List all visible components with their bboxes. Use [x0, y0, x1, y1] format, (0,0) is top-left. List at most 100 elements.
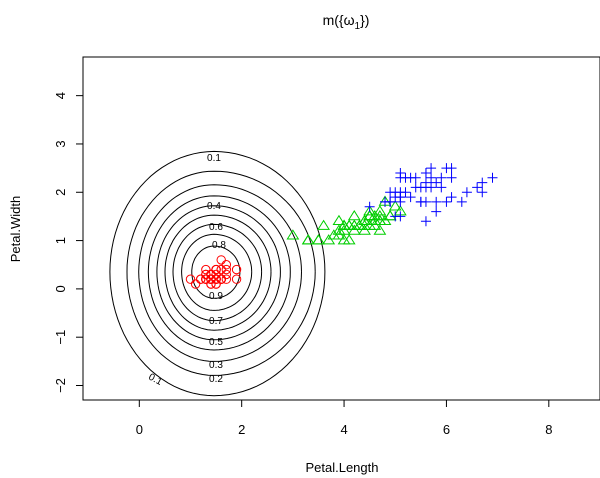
- y-axis: −2 −1 0 1 2 3 4: [53, 92, 84, 393]
- contour-line: [147, 195, 291, 351]
- point-triangle: [388, 200, 402, 211]
- point-plus: [415, 196, 426, 207]
- point-plus: [420, 167, 431, 178]
- chart-title: m({ω1}): [323, 12, 370, 32]
- point-triangle: [373, 209, 387, 221]
- contour-label: 0.1: [207, 153, 221, 164]
- point-triangle: [383, 209, 397, 221]
- point-plus: [436, 182, 447, 193]
- y-tick-label: 2: [53, 189, 68, 196]
- point-plus: [472, 182, 483, 193]
- contour-label: 0.4: [207, 201, 221, 212]
- point-triangle: [312, 234, 325, 245]
- point-circle: [185, 274, 196, 284]
- point-plus: [461, 187, 472, 198]
- point-circle: [190, 279, 201, 289]
- point-triangle: [317, 219, 330, 230]
- point-triangle: [347, 209, 361, 221]
- y-tick-label: 4: [53, 92, 68, 99]
- point-circle: [216, 255, 226, 265]
- contour-label: 0.3: [209, 360, 223, 371]
- point-plus: [477, 177, 488, 188]
- point-circle: [206, 274, 216, 284]
- point-plus: [426, 163, 437, 174]
- point-triangle: [301, 234, 315, 245]
- contour-label: 0.1: [146, 372, 164, 388]
- point-plus: [431, 206, 442, 217]
- point-circle: [201, 274, 211, 284]
- contour-label: 0.6: [209, 222, 223, 233]
- y-tick-label: −2: [53, 378, 68, 393]
- x-tick-label: 4: [340, 422, 347, 437]
- point-plus: [395, 211, 406, 222]
- point-circle: [221, 260, 232, 270]
- point-circle: [216, 274, 226, 284]
- x-axis: 0 2 4 6 8: [136, 399, 552, 437]
- contour-line: [109, 150, 326, 397]
- point-triangle: [363, 205, 377, 216]
- contour-line: [156, 205, 281, 341]
- contour-line: [191, 245, 241, 299]
- data-points: [185, 163, 498, 289]
- point-circle: [231, 274, 242, 284]
- contour-labels: 0.1 0.2 0.3 0.4 0.5 0.6 0.7 0.8 0.9 0.1: [146, 153, 226, 388]
- point-plus: [487, 172, 498, 183]
- x-axis-label: Petal.Length: [305, 460, 378, 475]
- point-plus: [446, 192, 457, 203]
- contour-line: [181, 233, 253, 311]
- point-triangle: [368, 214, 382, 226]
- point-triangle: [353, 219, 366, 230]
- point-plus: [456, 196, 467, 207]
- point-plus: [441, 196, 452, 207]
- contour-lines: [109, 150, 326, 397]
- contour-line: [164, 214, 272, 331]
- point-circle: [221, 264, 232, 275]
- point-plus: [420, 216, 431, 227]
- point-plus: [431, 196, 442, 207]
- point-plus: [436, 172, 447, 183]
- contour-label: 0.5: [209, 337, 223, 348]
- point-circle: [221, 269, 232, 280]
- point-circle: [216, 264, 226, 275]
- y-tick-label: 0: [53, 285, 68, 292]
- point-plus: [380, 196, 391, 207]
- contour-line: [126, 170, 316, 376]
- point-circle: [201, 269, 211, 280]
- point-plus: [446, 172, 457, 183]
- point-triangle: [286, 229, 300, 240]
- point-triangle: [373, 224, 387, 235]
- point-plus: [477, 187, 488, 198]
- point-triangle: [342, 234, 356, 245]
- contour-label: 0.7: [209, 316, 223, 327]
- y-tick-label: 3: [53, 140, 68, 147]
- point-plus: [446, 163, 457, 174]
- point-circle: [211, 264, 221, 275]
- x-tick-label: 6: [443, 422, 450, 437]
- contour-label: 0.2: [209, 374, 223, 385]
- point-plus: [410, 182, 421, 193]
- contour-label: 0.8: [212, 240, 226, 251]
- point-plus: [420, 177, 431, 188]
- point-circle: [211, 269, 221, 280]
- point-circle: [211, 279, 221, 289]
- point-triangle: [312, 234, 325, 245]
- point-plus: [400, 187, 411, 198]
- point-circle: [196, 274, 206, 284]
- x-tick-label: 2: [238, 422, 245, 437]
- point-plus: [405, 192, 416, 203]
- x-tick-label: 8: [545, 422, 552, 437]
- y-tick-label: −1: [53, 330, 68, 345]
- x-tick-label: 0: [136, 422, 143, 437]
- point-circle: [221, 274, 232, 284]
- contour-line: [172, 223, 263, 322]
- point-circle: [211, 274, 221, 284]
- point-circle: [206, 279, 216, 289]
- point-triangle: [342, 219, 356, 230]
- point-circle: [201, 264, 211, 275]
- contour-label: 0.9: [209, 291, 223, 302]
- point-plus: [385, 187, 396, 198]
- point-plus: [431, 177, 442, 188]
- point-plus: [400, 172, 411, 183]
- point-plus: [410, 172, 421, 183]
